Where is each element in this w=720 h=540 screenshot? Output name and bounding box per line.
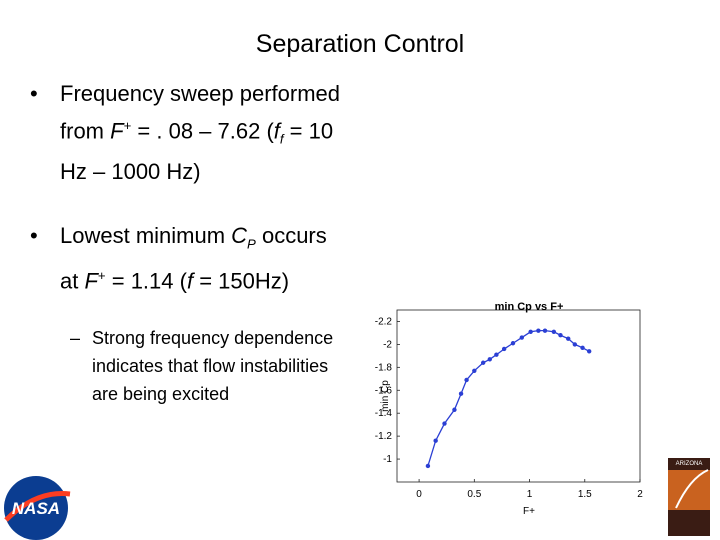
data-point	[472, 368, 477, 373]
y-axis-label: min Cp	[380, 380, 391, 412]
bullet: Frequency sweep performed from F+ = . 08…	[30, 78, 350, 188]
x-tick-label: 1.5	[578, 489, 592, 500]
data-point	[501, 346, 507, 352]
text-run: +	[97, 268, 106, 284]
data-point	[586, 349, 592, 354]
text-run: Lowest minimum	[60, 223, 232, 248]
data-point	[464, 377, 469, 383]
data-point	[442, 421, 447, 426]
text-run: +	[123, 118, 132, 133]
chart-title: min Cp vs F+	[495, 301, 564, 313]
x-tick-label: 2	[637, 489, 643, 500]
data-point	[580, 345, 585, 351]
y-tick-label: -2	[383, 339, 392, 350]
logo-swoosh	[4, 491, 71, 522]
logo-band	[668, 470, 710, 510]
logo-text: ARIZONA	[676, 461, 703, 467]
y-tick-label: -2.2	[375, 316, 393, 327]
data-point	[494, 352, 499, 357]
y-tick-label: -1	[383, 454, 392, 465]
data-point	[551, 329, 557, 334]
text-run: = 10 Hz – 1000 Hz)	[60, 118, 334, 184]
y-tick-label: -1.8	[375, 362, 393, 373]
data-point	[528, 329, 533, 334]
data-point	[487, 357, 492, 362]
logo-text: NASA	[12, 499, 60, 518]
text-run: C	[231, 223, 248, 248]
data-point	[536, 328, 541, 333]
x-tick-label: 0.5	[467, 489, 481, 500]
data-point	[558, 333, 563, 338]
x-tick-label: 0	[416, 489, 422, 500]
data-point	[542, 328, 548, 333]
text-run: = 150Hz)	[193, 268, 290, 294]
data-point	[480, 360, 486, 365]
text-run: Frequency sweep performed from	[60, 81, 341, 144]
text-run: F	[110, 118, 124, 144]
data-point	[572, 342, 578, 347]
y-tick-label: -1.4	[375, 408, 393, 419]
bullet: Lowest minimum CP occurs at F+ = 1.14 (f…	[30, 220, 350, 298]
sub-bullet: Strong frequency dependence indicates th…	[70, 324, 342, 408]
text-run: f	[279, 131, 284, 147]
y-tick-label: -1.6	[375, 385, 393, 396]
data-point	[566, 336, 571, 341]
text-run: f	[273, 118, 280, 144]
data-line	[427, 329, 590, 467]
text-run: F	[84, 268, 98, 294]
text-run: = . 08 – 7.62 (	[131, 118, 274, 144]
text-run: P	[247, 236, 256, 252]
data-point	[425, 463, 431, 469]
data-point	[433, 438, 438, 443]
data-point	[452, 407, 457, 412]
y-tick-label: -1.2	[375, 431, 393, 442]
text-run: occurs at	[60, 223, 327, 294]
nasa-logo: NASA	[4, 476, 71, 540]
x-tick-label: 1	[527, 489, 533, 500]
data-point	[458, 391, 464, 396]
logo-arc	[675, 469, 709, 509]
data-point	[510, 341, 516, 346]
slide-title: Separation Control	[255, 30, 465, 58]
x-axis-label: F+	[523, 506, 535, 517]
text-run: = 1.14 (	[105, 268, 187, 294]
data-point	[519, 335, 525, 340]
text-run: f	[186, 268, 194, 294]
arizona-logo: ARIZONA	[668, 458, 710, 536]
plot-frame	[396, 309, 641, 483]
